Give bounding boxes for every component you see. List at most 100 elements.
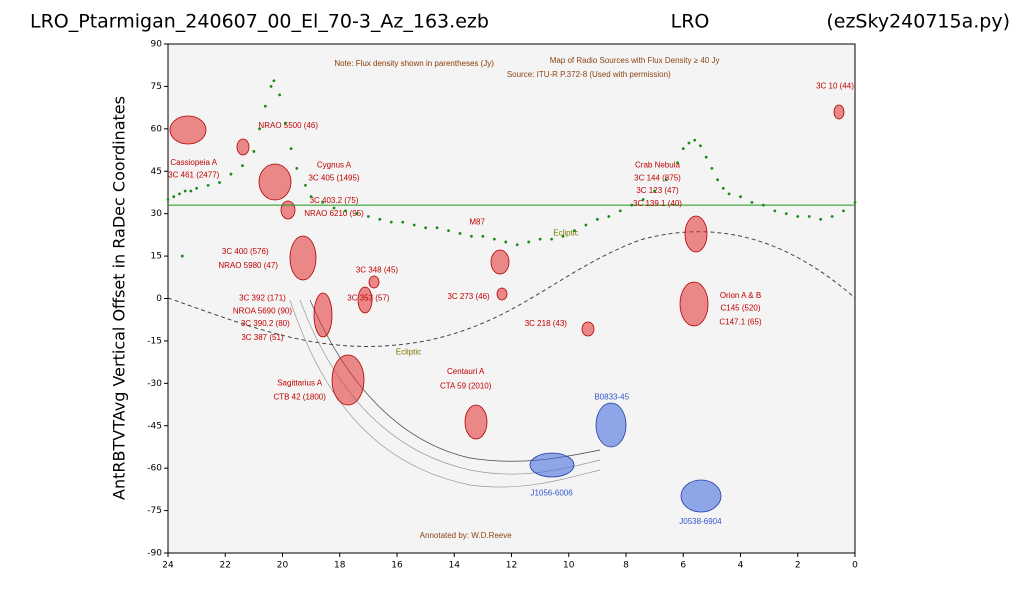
x-tick-label: 24 (162, 561, 174, 571)
map-annotation: NRAO 6210 (95) (304, 209, 364, 218)
map-annotation: Crab Nebula (635, 161, 680, 170)
data-point (687, 141, 691, 145)
data-point (807, 215, 811, 218)
map-annotation: Note: Flux density shown in parentheses … (334, 59, 494, 68)
data-point (263, 104, 267, 108)
data-point (584, 223, 588, 227)
map-annotation: 3C 273 (46) (447, 292, 490, 301)
y-axis-label: AntRBTVTAvg Vertical Offset in RaDec Coo… (110, 96, 129, 500)
data-point (527, 240, 531, 244)
map-annotation: 3C 403.2 (75) (310, 196, 359, 205)
map-annotation: 3C 353 (57) (347, 294, 390, 303)
map-annotation: B0833-45 (594, 393, 629, 402)
data-point (676, 161, 679, 165)
data-point (481, 234, 485, 238)
data-point (304, 183, 307, 187)
x-tick-label: 18 (334, 561, 346, 571)
data-point (773, 209, 777, 213)
data-point (750, 200, 754, 204)
map-annotation: NROA 5690 (90) (233, 306, 292, 315)
y-tick-label: -60 (147, 464, 162, 474)
data-point (272, 79, 276, 83)
data-point (435, 226, 439, 230)
map-annotation: CTB 42 (1800) (273, 393, 326, 402)
map-annotation: Ecliptic (553, 229, 578, 238)
map-annotation: 3C 144 (875) (634, 173, 681, 182)
map-annotation: Cassiopeia A (170, 158, 217, 167)
data-point (830, 215, 834, 218)
data-point (355, 212, 359, 216)
data-point (321, 200, 324, 204)
data-point (853, 200, 857, 204)
data-point (538, 237, 542, 241)
data-point (332, 206, 336, 210)
map-annotation: 3C 405 (1495) (308, 173, 359, 182)
data-point (189, 189, 193, 193)
y-tick-label: -15 (147, 336, 162, 346)
map-annotation: 3C 218 (43) (525, 319, 568, 328)
data-point (550, 237, 553, 241)
map-annotation: J1056-6006 (530, 489, 573, 498)
map-annotation: Centauri A (447, 367, 485, 376)
data-point (401, 220, 405, 224)
data-point (258, 127, 261, 131)
data-point (344, 209, 347, 213)
map-annotation: NRAO 5980 (47) (218, 261, 278, 270)
y-tick-label: 60 (151, 124, 163, 134)
data-point (784, 212, 788, 216)
data-point (699, 144, 702, 148)
map-annotation: Orion A & B (720, 291, 761, 300)
data-point (269, 85, 273, 88)
map-annotation: CTA 59 (2010) (440, 381, 492, 390)
y-tick-label: 30 (151, 209, 163, 219)
radio-sources-red (169, 104, 845, 440)
data-point (283, 121, 287, 125)
chart-title-right: (ezSky240715a.py) (826, 11, 1010, 33)
map-annotation: 3C 387 (51) (241, 333, 284, 342)
data-point (618, 209, 622, 213)
map-annotation: J0538-6904 (679, 517, 722, 526)
map-annotation: Cygnus A (317, 161, 352, 170)
y-tick-label: 0 (156, 294, 162, 304)
radio-sources-blue (529, 402, 722, 513)
data-point (842, 209, 845, 213)
data-point (664, 178, 668, 182)
data-point (366, 215, 370, 218)
map-annotation: M87 (469, 217, 485, 226)
data-point (704, 155, 708, 159)
data-point (378, 217, 382, 221)
map-annotation: 3C 10 (44) (816, 82, 854, 91)
ecliptic-curve (167, 231, 856, 347)
data-point (693, 138, 697, 142)
x-tick-label: 4 (738, 561, 744, 571)
x-tick-label: 2 (795, 561, 801, 571)
x-tick-label: 16 (391, 561, 403, 571)
data-point (630, 203, 634, 207)
data-point (681, 147, 685, 151)
data-point (739, 195, 742, 199)
y-tick-label: -90 (147, 549, 162, 559)
data-point (241, 164, 244, 167)
x-tick-label: 12 (506, 561, 517, 571)
data-point (727, 192, 731, 196)
data-point (607, 215, 611, 218)
y-tick-label: -45 (147, 421, 162, 431)
data-point (595, 217, 599, 221)
data-point (515, 243, 519, 247)
map-annotation: Annotated by: W.D.Reeve (420, 531, 513, 540)
data-point (252, 150, 256, 153)
data-point (309, 195, 313, 199)
map-annotation: NRAO 5500 (46) (258, 121, 318, 130)
x-tick-label: 20 (277, 561, 289, 571)
data-point (218, 181, 221, 184)
map-annotation: 3C 348 (45) (356, 265, 399, 274)
data-point (561, 234, 565, 238)
data-point (573, 229, 576, 233)
map-annotation: 3C 461 (2477) (168, 171, 219, 180)
data-point (289, 147, 293, 151)
y-tick-label: 15 (151, 252, 162, 262)
data-point (172, 195, 176, 199)
sky-map-background (168, 44, 855, 553)
data-point (412, 223, 416, 227)
